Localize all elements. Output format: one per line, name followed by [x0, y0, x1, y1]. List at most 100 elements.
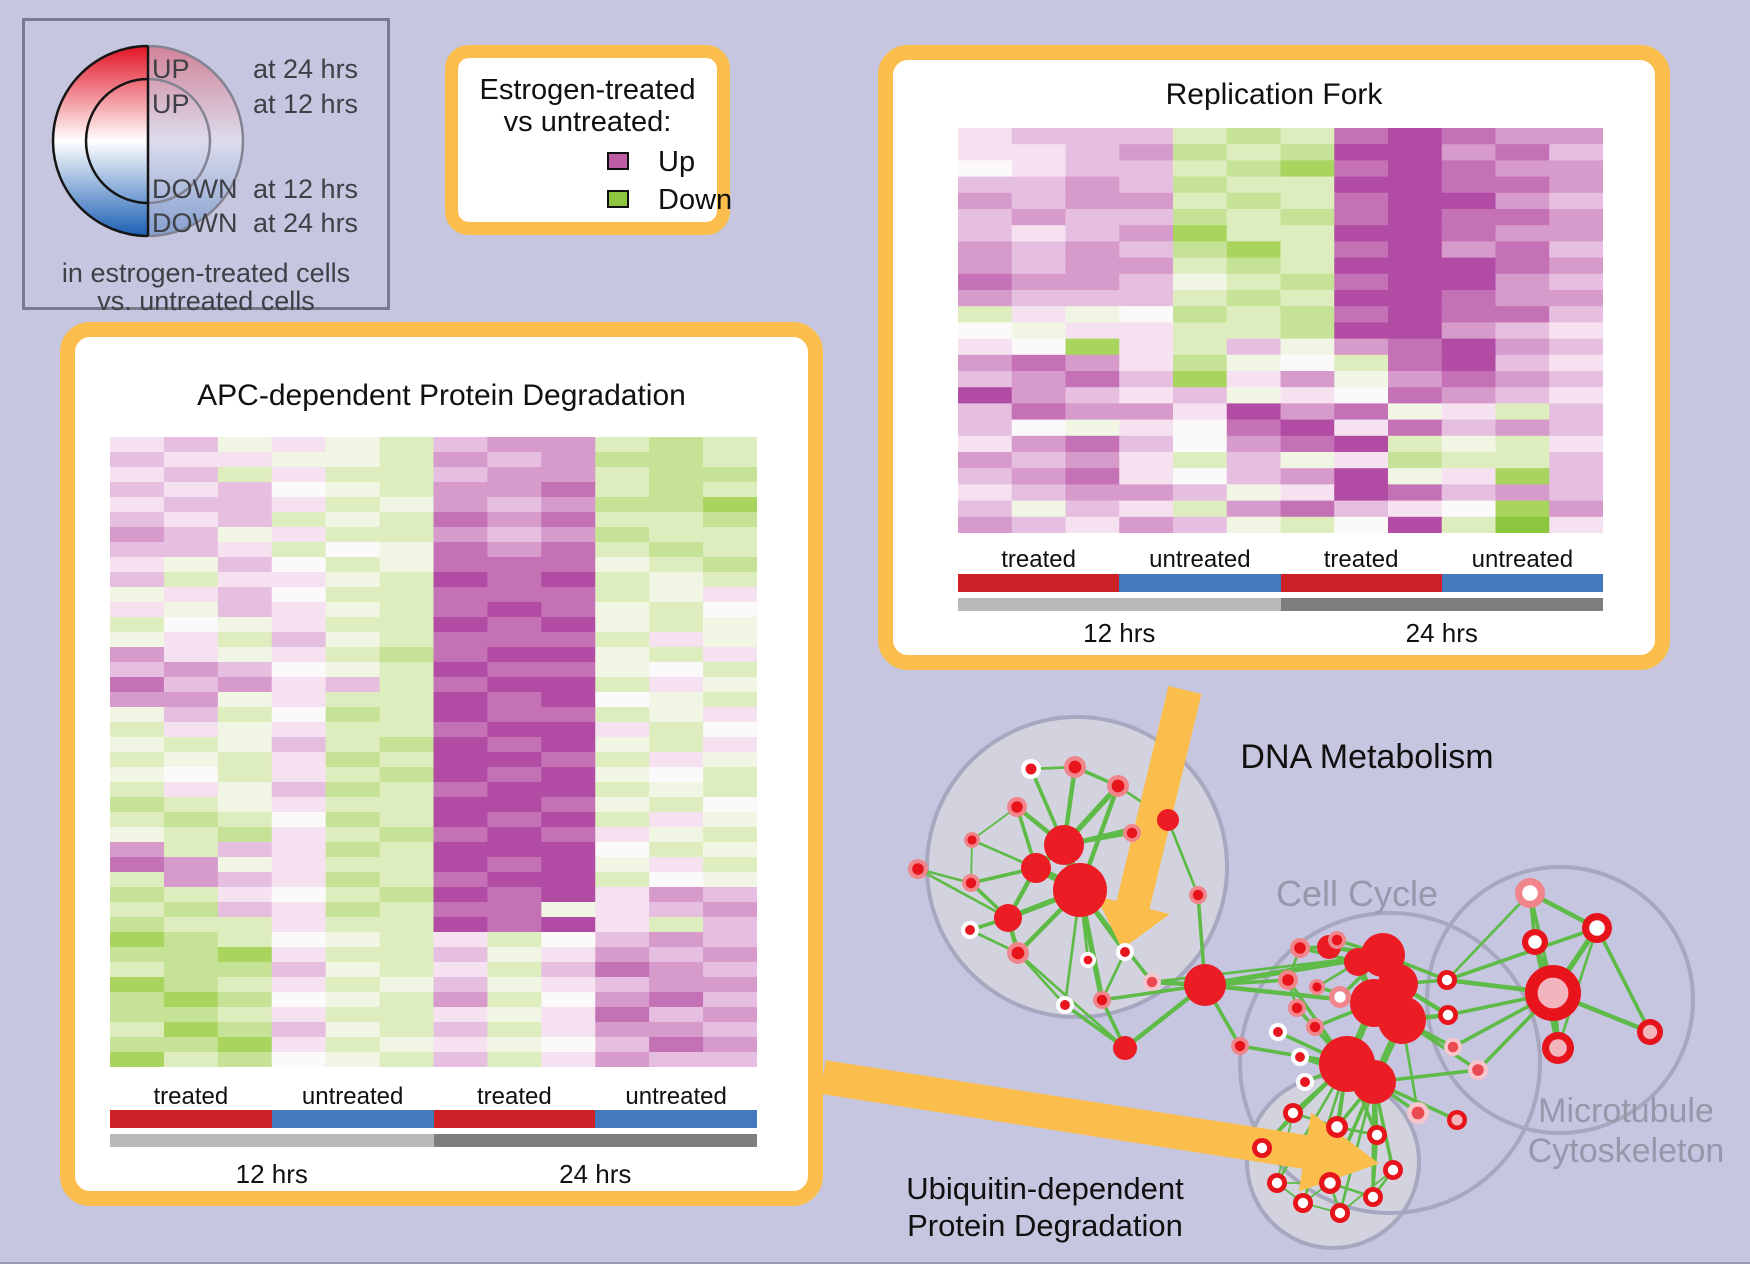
heatmap-cell [1334, 209, 1390, 226]
heatmap-cell [433, 842, 490, 858]
heatmap-cell [271, 722, 328, 738]
heatmap-cell [487, 872, 543, 888]
heatmap-cell [217, 737, 274, 753]
heatmap-cell [703, 932, 757, 948]
heatmap-cell [433, 497, 490, 513]
heatmap-cell [958, 387, 1014, 404]
heatmap-cell [1549, 435, 1603, 453]
heatmap-cell [325, 527, 382, 543]
heatmap-cell [325, 467, 382, 483]
network-edge [1371, 981, 1401, 1006]
heatmap-cell [110, 497, 166, 513]
heatmap-cell [110, 872, 166, 888]
heatmap-cell [1173, 484, 1229, 502]
network-edge [1533, 941, 1560, 1049]
heatmap-cell [433, 512, 490, 528]
rf-time-bars [958, 598, 1603, 611]
heatmap-cell [1441, 160, 1498, 178]
heatmap-cell [110, 752, 166, 768]
network-edge [1299, 1055, 1375, 1084]
heatmap-cell [325, 857, 382, 873]
heatmap-cell [487, 932, 543, 948]
heatmap-cell [379, 572, 436, 588]
heatmap-cell [379, 977, 436, 993]
heatmap-cell [1495, 209, 1551, 226]
heatmap-cell [110, 677, 166, 693]
network-node [1367, 1125, 1387, 1145]
heatmap-cell [1549, 484, 1603, 502]
heatmap-cell [110, 782, 166, 798]
heatmap-cell [649, 872, 705, 888]
heatmap-cell [271, 602, 328, 618]
heatmap-cell [1441, 484, 1498, 502]
heatmap-cell [541, 887, 597, 903]
heatmap-cell [325, 647, 382, 663]
heatmap-cell [595, 917, 651, 933]
heatmap-cell [1011, 128, 1068, 145]
heatmap-cell [217, 512, 274, 528]
network-node-core [1025, 763, 1037, 775]
gradient-rings-graphic [51, 41, 348, 251]
condition-bar [958, 574, 1120, 592]
network-edge [1476, 991, 1555, 1072]
network-node [1525, 965, 1581, 1021]
heatmap-cell [1011, 435, 1068, 453]
heatmap-cell [217, 677, 274, 693]
network-node-core [967, 835, 977, 845]
heatmap-cell [1549, 387, 1603, 404]
heatmap-cell [541, 842, 597, 858]
heatmap-cell [595, 842, 651, 858]
condition-label: 12 hrs [1083, 618, 1156, 648]
heatmap-cell [649, 812, 705, 828]
heatmap-cell [1011, 484, 1068, 502]
heatmap-cell [1280, 241, 1336, 259]
heatmap-cell [217, 617, 274, 633]
network-edge [1286, 979, 1299, 1009]
heatmap-cell [1226, 419, 1283, 437]
network-edge [1007, 887, 1081, 921]
network-edge [970, 839, 973, 884]
heatmap-cell [163, 857, 220, 873]
network-edge [1005, 917, 1021, 954]
apc-panel-title: APC-dependent Protein Degradation [197, 379, 686, 412]
network-node-core [1300, 1077, 1310, 1087]
heatmap-cell [217, 647, 274, 663]
heatmap-cell [1495, 128, 1551, 145]
heatmap-cell [541, 857, 597, 873]
heatmap-cell [110, 467, 166, 483]
heatmap-cell [703, 527, 757, 543]
heatmap-cell [325, 722, 382, 738]
heatmap-cell [217, 632, 274, 648]
heatmap-cell [1334, 322, 1390, 340]
condition-bar [595, 1110, 757, 1128]
heatmap-cell [649, 692, 705, 708]
heatmap-cell [379, 827, 436, 843]
network-edge [1313, 1025, 1349, 1066]
heatmap-cell [649, 752, 705, 768]
heatmap-cell [110, 797, 166, 813]
heatmap-cell [1065, 419, 1121, 437]
heatmap-cell [379, 947, 436, 963]
network-node [1637, 1019, 1663, 1045]
heatmap-cell [163, 887, 220, 903]
heatmap-cell [541, 932, 597, 948]
heatmap-cell [379, 602, 436, 618]
network-edge [971, 806, 1018, 841]
heatmap-cell [433, 1007, 490, 1023]
network-node-core [1294, 942, 1306, 954]
heatmap-cell [1441, 435, 1498, 453]
network-edge [1015, 806, 1038, 869]
heatmap-cell [163, 977, 220, 993]
condition-label: 24 hrs [559, 1159, 632, 1189]
heatmap-cell [1011, 290, 1068, 307]
heatmap-cell [379, 557, 436, 573]
heatmap-cell [1495, 290, 1551, 307]
heatmap-cell [379, 842, 436, 858]
heatmap-cell [163, 827, 220, 843]
heatmap-cell [433, 527, 490, 543]
heatmap-cell [379, 737, 436, 753]
network-edge [1261, 1063, 1348, 1149]
heatmap-cell [325, 797, 382, 813]
heatmap-cell [163, 797, 220, 813]
heatmap-cell [649, 782, 705, 798]
